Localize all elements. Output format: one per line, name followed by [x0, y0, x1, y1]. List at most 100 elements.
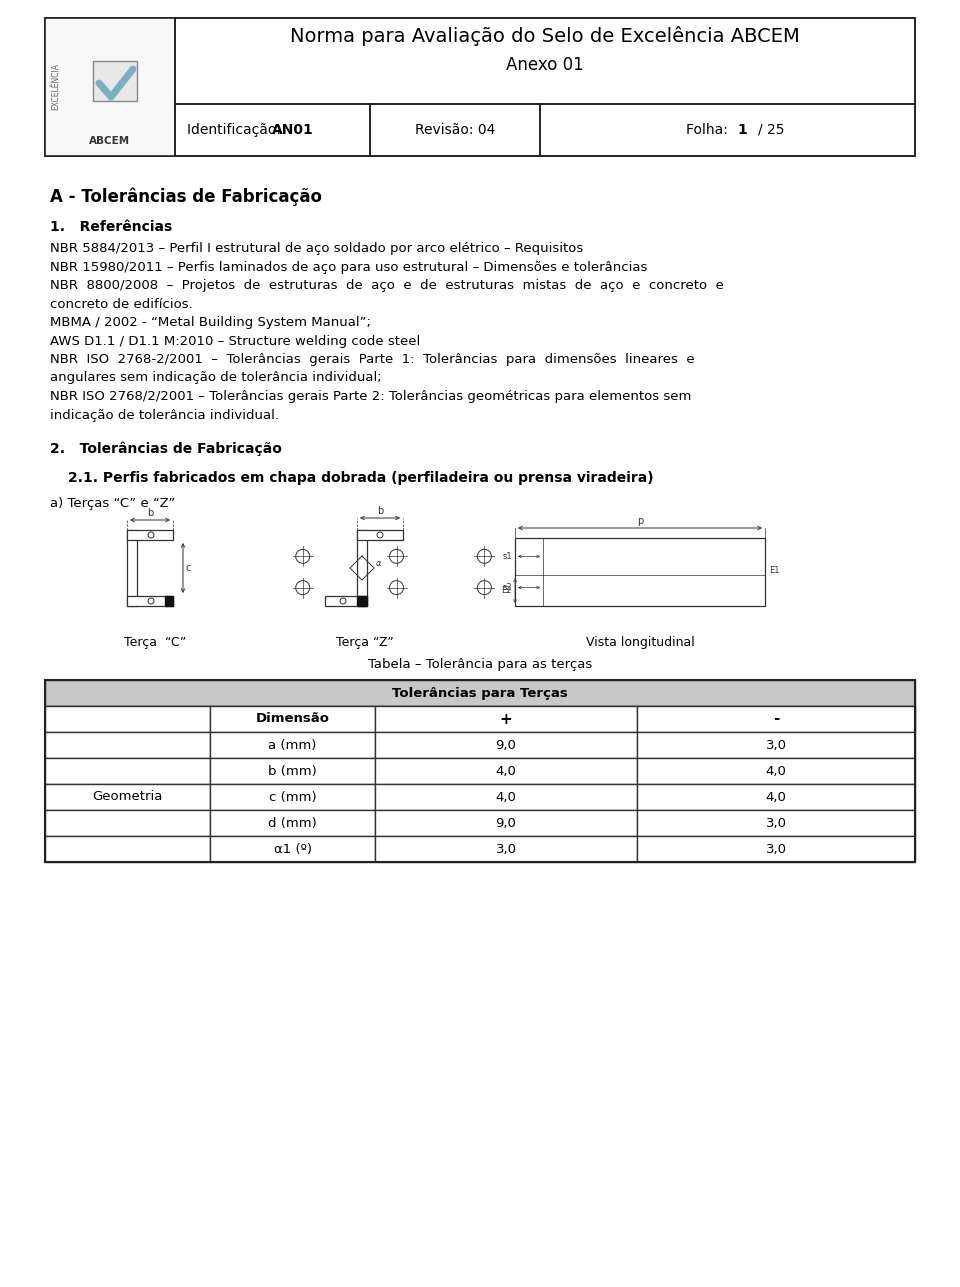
Bar: [375, 837, 637, 862]
Bar: [175, 18, 915, 103]
Text: d (mm): d (mm): [268, 816, 317, 830]
Bar: [540, 103, 915, 156]
Text: Terça “Z”: Terça “Z”: [336, 636, 394, 649]
Bar: [637, 837, 915, 862]
Text: -: -: [773, 712, 780, 726]
Text: concreto de edifícios.: concreto de edifícios.: [50, 297, 193, 310]
Text: Terça  “C”: Terça “C”: [124, 636, 186, 649]
Bar: [127, 596, 173, 606]
Bar: [127, 530, 137, 606]
Bar: [210, 837, 375, 862]
Bar: [45, 837, 210, 862]
Text: indicação de tolerância individual.: indicação de tolerância individual.: [50, 408, 279, 422]
Polygon shape: [165, 596, 173, 606]
Text: b: b: [377, 506, 383, 516]
Bar: [93, 60, 137, 100]
Text: Norma para Avaliação do Selo de Excelência ABCEM: Norma para Avaliação do Selo de Excelênc…: [290, 26, 800, 46]
Text: 9,0: 9,0: [495, 816, 516, 830]
Text: A - Tolerâncias de Fabricação: A - Tolerâncias de Fabricação: [50, 188, 322, 206]
Text: ABCEM: ABCEM: [89, 136, 131, 145]
Bar: [375, 784, 637, 810]
Bar: [45, 707, 210, 732]
Text: c (mm): c (mm): [269, 790, 316, 803]
Text: 2.1. Perfis fabricados em chapa dobrada (perfiladeira ou prensa viradeira): 2.1. Perfis fabricados em chapa dobrada …: [68, 471, 654, 485]
Text: 4,0: 4,0: [495, 790, 516, 803]
Text: NBR 15980/2011 – Perfis laminados de aço para uso estrutural – Dimensões e toler: NBR 15980/2011 – Perfis laminados de aço…: [50, 260, 647, 274]
Text: Dimensão: Dimensão: [255, 713, 329, 726]
Bar: [375, 758, 637, 784]
Text: 1.   Referências: 1. Referências: [50, 220, 172, 234]
Text: NBR ISO 2768/2/2001 – Tolerâncias gerais Parte 2: Tolerâncias geométricas para e: NBR ISO 2768/2/2001 – Tolerâncias gerais…: [50, 390, 691, 403]
Bar: [45, 707, 915, 732]
Bar: [375, 732, 637, 758]
Bar: [175, 103, 370, 156]
Text: NBR  8800/2008  –  Projetos  de  estruturas  de  aço  e  de  estruturas  mistas : NBR 8800/2008 – Projetos de estruturas d…: [50, 279, 724, 292]
Text: 4,0: 4,0: [765, 764, 786, 777]
Text: s1: s1: [502, 552, 512, 561]
Bar: [637, 732, 915, 758]
Bar: [210, 784, 375, 810]
Text: c: c: [186, 562, 191, 573]
Text: 3,0: 3,0: [765, 816, 786, 830]
Bar: [637, 810, 915, 837]
Text: E1: E1: [769, 566, 780, 575]
Text: NBR 5884/2013 – Perfil I estrutural de aço soldado por arco elétrico – Requisito: NBR 5884/2013 – Perfil I estrutural de a…: [50, 242, 584, 255]
Bar: [210, 707, 375, 732]
Bar: [127, 530, 173, 541]
Text: Identificação:: Identificação:: [187, 122, 285, 136]
Polygon shape: [357, 596, 367, 606]
Bar: [637, 758, 915, 784]
Bar: [375, 707, 637, 732]
Text: angulares sem indicação de tolerância individual;: angulares sem indicação de tolerância in…: [50, 372, 382, 385]
Text: EXCELÊNCIA: EXCELÊNCIA: [52, 63, 60, 111]
Text: MBMA / 2002 - “Metal Building System Manual”;: MBMA / 2002 - “Metal Building System Man…: [50, 317, 371, 329]
Bar: [45, 680, 915, 707]
Bar: [210, 758, 375, 784]
Text: s2: s2: [502, 583, 512, 592]
Text: α: α: [376, 560, 381, 569]
Bar: [45, 810, 210, 837]
Text: AWS D1.1 / D1.1 M:2010 – Structure welding code steel: AWS D1.1 / D1.1 M:2010 – Structure weldi…: [50, 335, 420, 347]
Text: b (mm): b (mm): [268, 764, 317, 777]
Text: AN01: AN01: [272, 122, 314, 136]
Bar: [45, 784, 210, 810]
Bar: [210, 810, 375, 837]
Bar: [375, 810, 637, 837]
Text: a (mm): a (mm): [268, 739, 317, 752]
Bar: [45, 680, 915, 862]
Bar: [515, 538, 765, 606]
Bar: [45, 732, 210, 758]
Text: Vista longitudinal: Vista longitudinal: [586, 636, 694, 649]
Bar: [325, 596, 367, 606]
Bar: [45, 18, 175, 156]
Text: 4,0: 4,0: [495, 764, 516, 777]
Text: +: +: [499, 712, 513, 726]
Bar: [45, 758, 210, 784]
Text: b: b: [147, 508, 154, 517]
Text: 3,0: 3,0: [765, 739, 786, 752]
Bar: [357, 530, 403, 541]
Text: NBR  ISO  2768-2/2001  –  Tolerâncias  gerais  Parte  1:  Tolerâncias  para  dim: NBR ISO 2768-2/2001 – Tolerâncias gerais…: [50, 353, 695, 366]
Text: a) Terças “C” e “Z”: a) Terças “C” e “Z”: [50, 497, 176, 510]
Text: Anexo 01: Anexo 01: [506, 55, 584, 73]
Text: / 25: / 25: [757, 122, 784, 136]
Bar: [637, 707, 915, 732]
Bar: [45, 18, 915, 156]
Text: Tabela – Tolerância para as terças: Tabela – Tolerância para as terças: [368, 658, 592, 671]
Text: Geometria: Geometria: [92, 790, 162, 803]
Text: Folha:: Folha:: [686, 122, 732, 136]
Text: E2: E2: [501, 586, 512, 595]
Text: 4,0: 4,0: [765, 790, 786, 803]
Text: α1 (º): α1 (º): [274, 843, 311, 856]
Text: Tolerâncias para Terças: Tolerâncias para Terças: [392, 686, 568, 700]
Text: 3,0: 3,0: [495, 843, 516, 856]
Text: 2.   Tolerâncias de Fabricação: 2. Tolerâncias de Fabricação: [50, 441, 282, 456]
Bar: [210, 732, 375, 758]
Bar: [637, 784, 915, 810]
Bar: [357, 530, 367, 606]
Text: 1: 1: [737, 122, 748, 136]
Text: Revisão: 04: Revisão: 04: [415, 122, 495, 136]
Text: 3,0: 3,0: [765, 843, 786, 856]
Text: 9,0: 9,0: [495, 739, 516, 752]
Bar: [370, 103, 540, 156]
